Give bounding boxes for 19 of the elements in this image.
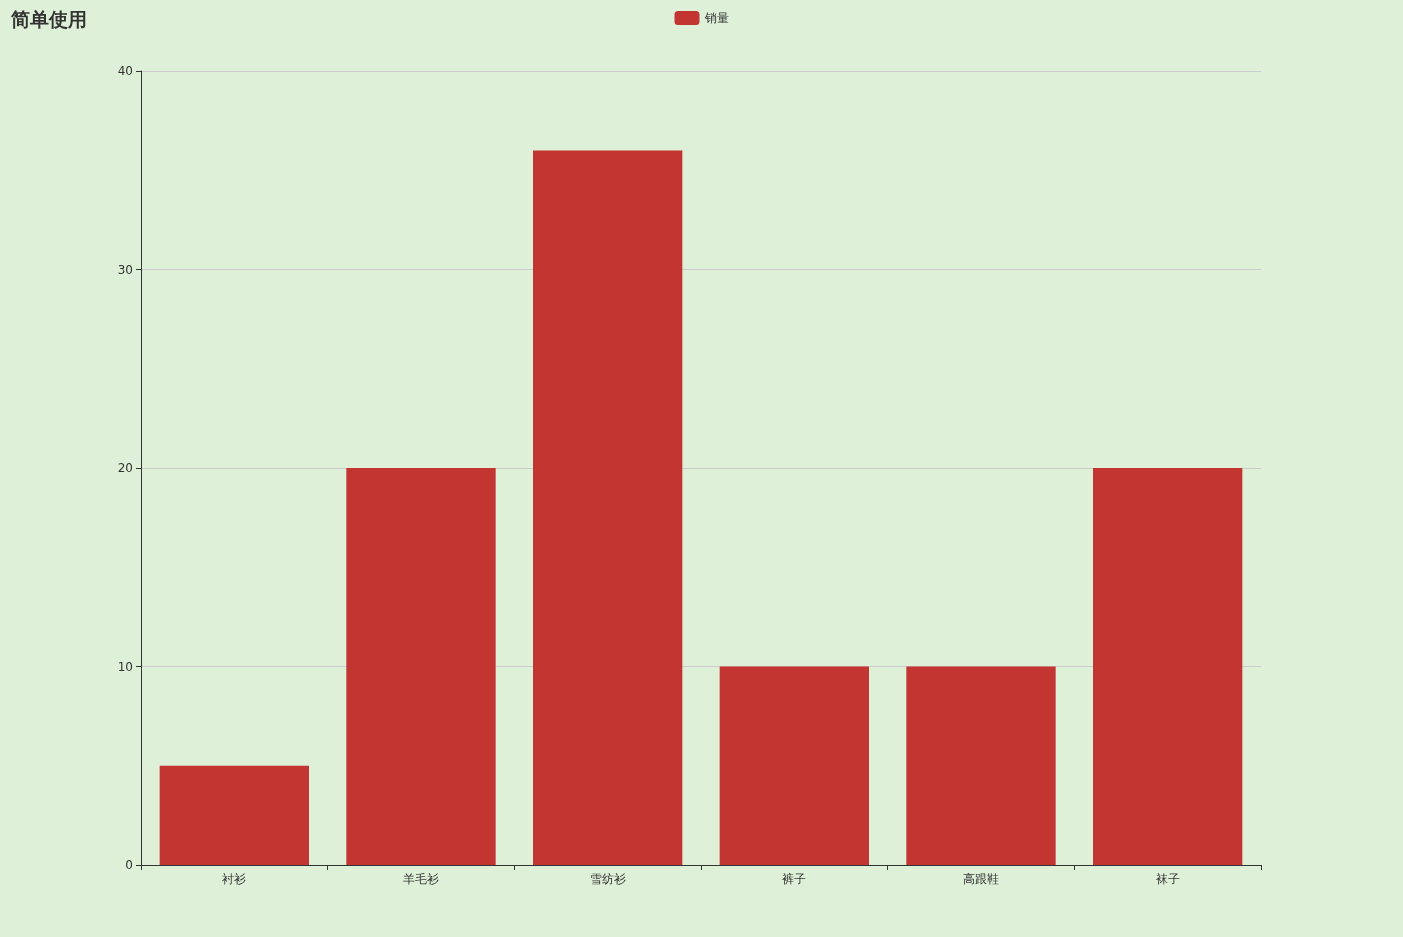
bar — [906, 666, 1056, 865]
y-tick-label: 0 — [125, 858, 133, 872]
legend-label: 销量 — [703, 11, 729, 25]
y-tick-label: 20 — [117, 461, 133, 475]
bar — [719, 666, 869, 865]
y-tick-label: 40 — [117, 64, 133, 78]
bar — [159, 765, 309, 865]
bar — [346, 468, 496, 865]
x-tick-label: 雪纺衫 — [589, 872, 626, 886]
x-tick-label: 羊毛衫 — [403, 872, 439, 886]
bar — [533, 150, 683, 865]
x-tick-label: 裤子 — [782, 872, 807, 886]
y-tick-label: 10 — [117, 659, 133, 674]
x-tick-label: 衬衫 — [222, 872, 247, 886]
y-tick-label: 30 — [117, 262, 133, 277]
bar — [1093, 468, 1243, 865]
x-tick-label: 高跟鞋 — [963, 872, 999, 886]
chart-title: 简单使用 — [10, 7, 87, 30]
x-tick-label: 袜子 — [1155, 872, 1180, 886]
